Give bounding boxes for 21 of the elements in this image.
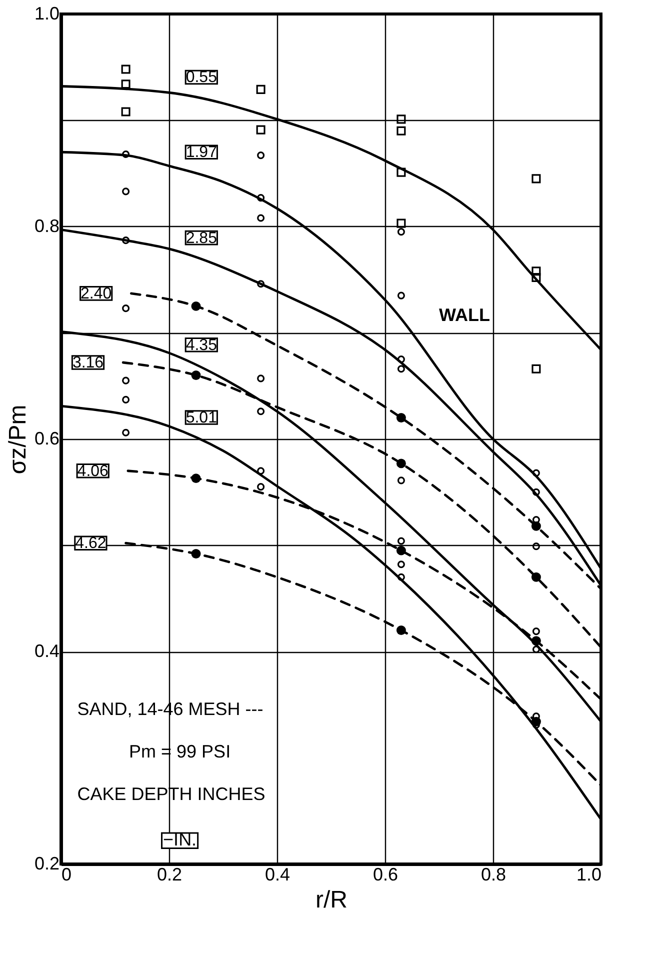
x-tick-label: 0.2 xyxy=(156,864,182,884)
series-label: 1.97 xyxy=(186,144,218,162)
series-label: 2.85 xyxy=(186,230,218,247)
x-axis-title: r/R xyxy=(316,886,348,914)
series-label: 3.16 xyxy=(72,354,104,372)
y-tick-label: 0.4 xyxy=(34,641,60,661)
y-tick-label: 0.6 xyxy=(34,428,60,448)
series-label: 0.55 xyxy=(186,69,218,86)
series-label: 2.40 xyxy=(80,285,112,302)
annotation: −IN. xyxy=(163,830,197,850)
annotation: WALL xyxy=(439,304,490,325)
y-tick-label: 0.8 xyxy=(34,216,60,236)
x-tick-label: 1.0 xyxy=(576,864,602,884)
x-tick-label: 0.4 xyxy=(264,864,290,884)
x-tick-label: 0.8 xyxy=(480,864,506,884)
x-tick-label: 0.6 xyxy=(372,864,398,884)
series-label: 4.62 xyxy=(75,535,106,552)
x-tick-label: 0 xyxy=(62,864,72,884)
series-label: 5.01 xyxy=(186,410,218,427)
y-tick-label: 1.0 xyxy=(34,4,60,24)
y-axis-title: σz/Pm xyxy=(4,404,32,474)
